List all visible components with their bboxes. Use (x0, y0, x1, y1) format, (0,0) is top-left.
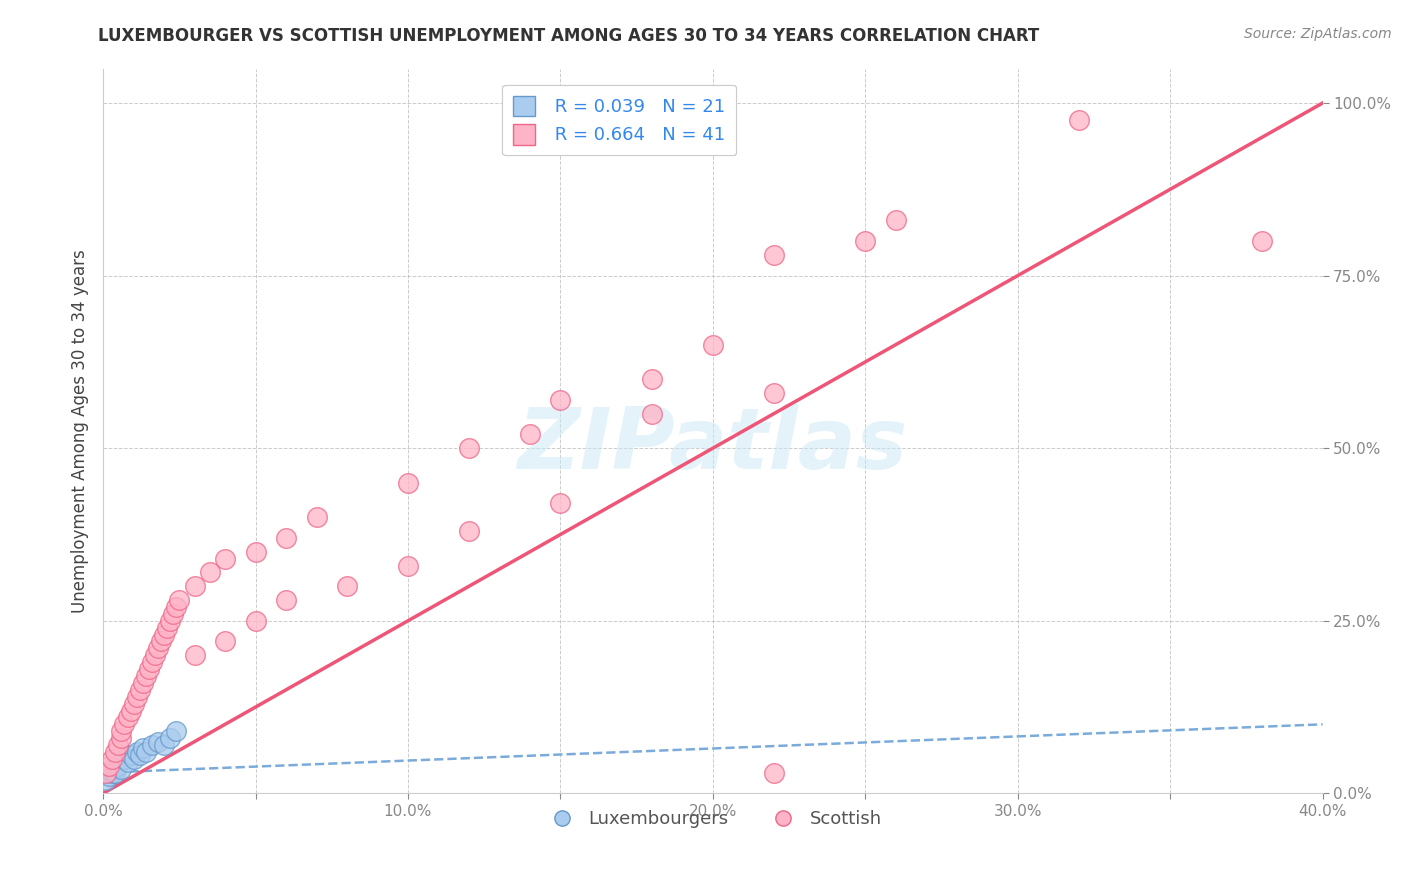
Point (762, 765, 785, 780)
Point (550, 392, 572, 407)
Point (143, 648, 166, 663)
Point (101, 762, 124, 776)
Point (550, 496, 572, 510)
Point (125, 690, 148, 704)
Point (150, 634, 173, 648)
Point (146, 734, 169, 748)
Point (853, 234, 876, 248)
Point (122, 697, 145, 711)
Point (153, 738, 176, 752)
Point (96, 765, 118, 780)
Point (884, 213, 907, 227)
Point (1067, 113, 1090, 128)
Point (128, 748, 150, 763)
Point (274, 593, 297, 607)
Point (146, 641, 169, 656)
Point (198, 566, 221, 580)
Point (101, 765, 124, 780)
Point (762, 248, 785, 262)
Point (396, 558, 419, 573)
Point (458, 524, 481, 538)
Point (101, 752, 124, 766)
Text: LUXEMBOURGER VS SCOTTISH UNEMPLOYMENT AMONG AGES 30 TO 34 YEARS CORRELATION CHAR: LUXEMBOURGER VS SCOTTISH UNEMPLOYMENT AM… (98, 27, 1039, 45)
Point (120, 748, 142, 763)
Point (107, 738, 129, 752)
Point (104, 765, 127, 780)
Point (169, 593, 191, 607)
Point (214, 634, 236, 648)
Point (762, 386, 785, 401)
Point (135, 669, 157, 683)
Point (114, 752, 136, 766)
Point (396, 475, 419, 490)
Point (245, 614, 267, 628)
Point (110, 762, 132, 776)
Point (305, 510, 328, 524)
Point (96, 772, 118, 787)
Point (1250, 234, 1272, 248)
Point (245, 545, 267, 559)
Point (98, 758, 121, 772)
Point (183, 648, 205, 663)
Point (132, 741, 155, 756)
Point (114, 717, 136, 731)
Point (141, 655, 163, 669)
Point (107, 758, 129, 772)
Point (183, 579, 205, 593)
Point (159, 614, 181, 628)
Point (122, 752, 145, 766)
Point (153, 627, 176, 641)
Point (519, 427, 541, 442)
Point (104, 758, 127, 772)
Point (458, 441, 481, 455)
Text: Source: ZipAtlas.com: Source: ZipAtlas.com (1244, 27, 1392, 41)
Text: ZIPatlas: ZIPatlas (517, 404, 908, 487)
Point (104, 745, 127, 759)
Point (165, 599, 187, 614)
Legend: Luxembourgers, Scottish: Luxembourgers, Scottish (536, 803, 890, 835)
Point (135, 745, 157, 759)
Point (98, 769, 121, 783)
Point (702, 337, 724, 351)
Point (165, 724, 187, 739)
Point (120, 704, 142, 718)
Point (125, 745, 148, 759)
Point (138, 662, 160, 676)
Point (162, 607, 184, 621)
Point (156, 621, 179, 635)
Point (641, 372, 664, 386)
Point (117, 710, 139, 724)
Y-axis label: Unemployment Among Ages 30 to 34 years: Unemployment Among Ages 30 to 34 years (72, 249, 89, 613)
Point (132, 676, 155, 690)
Point (110, 724, 132, 739)
Point (274, 531, 297, 545)
Point (336, 579, 359, 593)
Point (214, 551, 236, 566)
Point (128, 682, 150, 697)
Point (641, 407, 664, 421)
Point (117, 756, 139, 770)
Point (159, 731, 181, 745)
Point (110, 731, 132, 745)
Point (141, 738, 163, 752)
